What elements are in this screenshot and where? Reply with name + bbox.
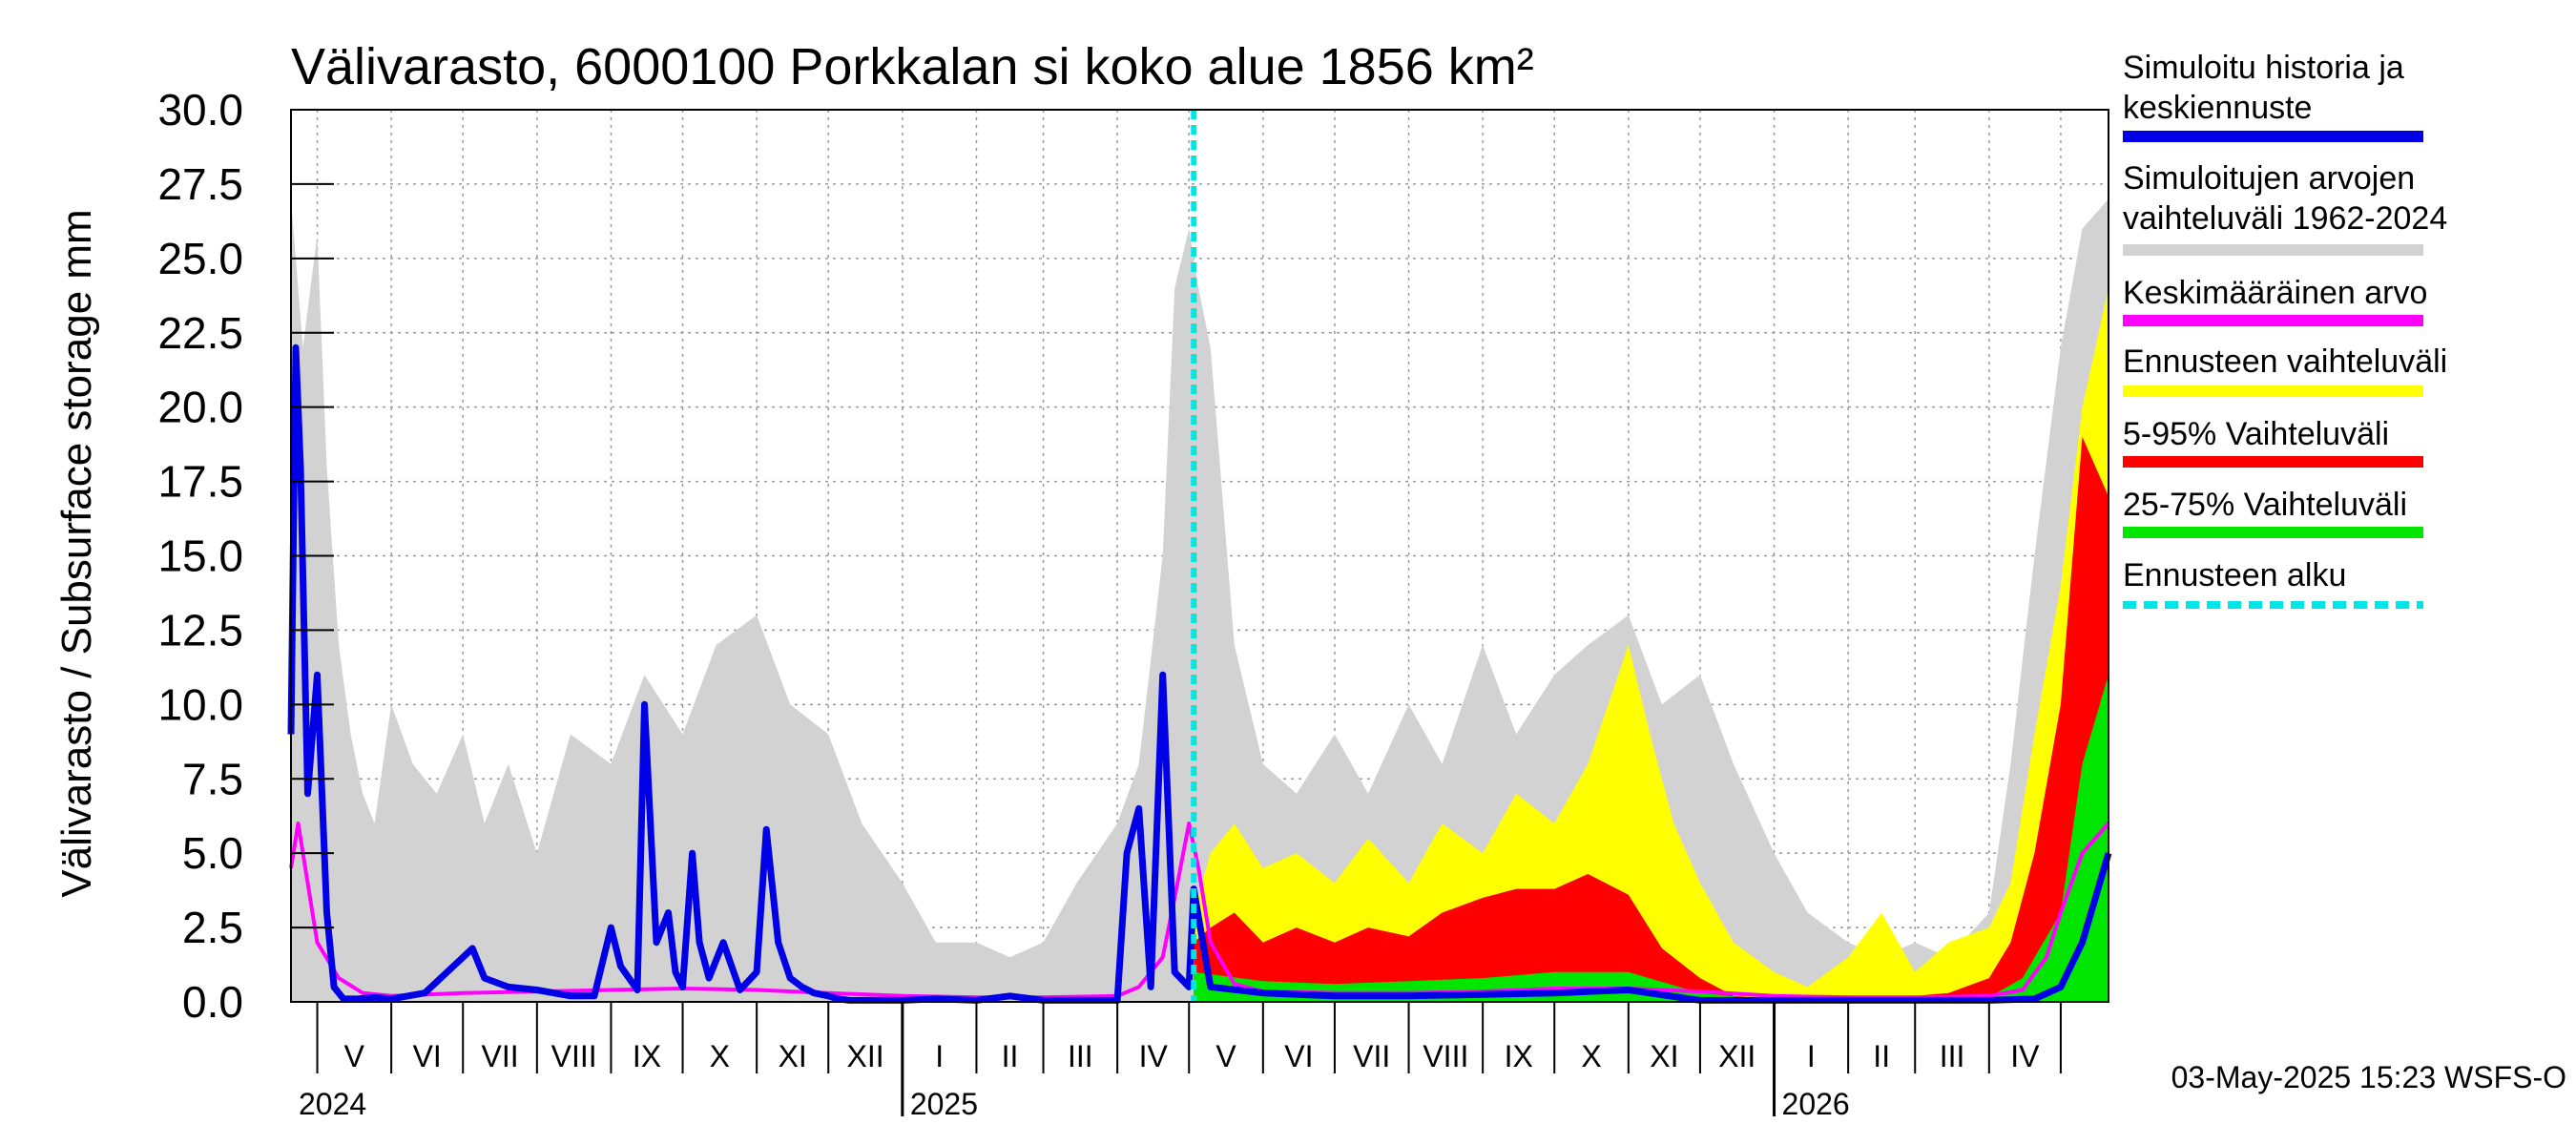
legend-label: keskiennuste bbox=[2123, 90, 2312, 126]
legend-label: vaihteluväli 1962-2024 bbox=[2123, 200, 2447, 237]
history-line bbox=[287, 344, 2112, 1004]
year-label: 2026 bbox=[1782, 1087, 1850, 1121]
month-label: II bbox=[1873, 1039, 1890, 1073]
y-tick-label: 30.0 bbox=[157, 85, 243, 135]
month-label: V bbox=[1215, 1039, 1236, 1073]
legend: Simuloitu historia ja keskiennuste Simuloi… bbox=[2123, 50, 2447, 609]
month-label: VIII bbox=[1423, 1039, 1468, 1073]
legend-label: Keskimääräinen arvo bbox=[2123, 275, 2427, 311]
month-label: III bbox=[1940, 1039, 1965, 1073]
year-label: 2025 bbox=[910, 1087, 978, 1121]
y-tick-label: 25.0 bbox=[157, 234, 243, 283]
month-label: XI bbox=[1650, 1039, 1678, 1073]
month-label: VII bbox=[481, 1039, 518, 1073]
chart-title: Välivarasto, 6000100 Porkkalan si koko a… bbox=[291, 38, 1534, 95]
month-label: III bbox=[1068, 1039, 1093, 1073]
month-label: V bbox=[344, 1039, 365, 1073]
month-label: X bbox=[710, 1039, 730, 1073]
legend-label: 25-75% Vaihteluväli bbox=[2123, 487, 2407, 523]
y-tick-label: 22.5 bbox=[157, 308, 243, 358]
month-label: IV bbox=[2010, 1039, 2040, 1073]
y-tick-label: 7.5 bbox=[182, 754, 243, 803]
y-tick-label: 17.5 bbox=[157, 457, 243, 507]
month-label: IX bbox=[633, 1039, 661, 1073]
legend-label: Simuloitujen arvojen bbox=[2123, 160, 2415, 197]
x-axis: V VI VII VIII IX X XI XII I II III IV V VI VII VIII IX X X… bbox=[299, 1002, 2062, 1121]
month-label: VII bbox=[1353, 1039, 1390, 1073]
year-label: 2024 bbox=[299, 1087, 366, 1121]
data-areas bbox=[291, 198, 2109, 1002]
footer-timestamp: 03-May-2025 15:23 WSFS-O bbox=[2171, 1060, 2566, 1094]
month-label: X bbox=[1581, 1039, 1601, 1073]
legend-label: Simuloitu historia ja bbox=[2123, 50, 2404, 86]
month-label: IX bbox=[1505, 1039, 1533, 1073]
p5-95-area bbox=[1194, 436, 2109, 1002]
month-label: I bbox=[935, 1039, 944, 1073]
y-tick-label: 12.5 bbox=[157, 605, 243, 655]
month-label: VI bbox=[413, 1039, 442, 1073]
y-tick-label: 10.0 bbox=[157, 679, 243, 729]
y-axis-ticks: 0.0 2.5 5.0 7.5 10.0 12.5 15.0 17.5 20.0 22.5 25.0… bbox=[157, 85, 334, 1027]
month-label: XII bbox=[846, 1039, 883, 1073]
month-label: VIII bbox=[551, 1039, 597, 1073]
month-label: XII bbox=[1718, 1039, 1755, 1073]
y-tick-label: 0.0 bbox=[182, 977, 243, 1027]
y-tick-label: 20.0 bbox=[157, 383, 243, 432]
y-axis-label: Välivarasto / Subsurface storage mm bbox=[53, 209, 100, 897]
legend-label: Ennusteen alku bbox=[2123, 557, 2346, 593]
month-label: IV bbox=[1139, 1039, 1169, 1073]
y-tick-label: 2.5 bbox=[182, 903, 243, 952]
month-label: VI bbox=[1284, 1039, 1313, 1073]
plot-area bbox=[287, 109, 2112, 1004]
month-label: XI bbox=[779, 1039, 807, 1073]
y-tick-label: 27.5 bbox=[157, 159, 243, 209]
data-lines bbox=[287, 110, 2112, 1004]
y-tick-label: 15.0 bbox=[157, 531, 243, 581]
y-tick-label: 5.0 bbox=[182, 828, 243, 878]
month-label: II bbox=[1002, 1039, 1019, 1073]
legend-label: 5-95% Vaihteluväli bbox=[2123, 416, 2389, 452]
month-label: I bbox=[1807, 1039, 1816, 1073]
legend-label: Ennusteen vaihteluväli bbox=[2123, 344, 2447, 380]
